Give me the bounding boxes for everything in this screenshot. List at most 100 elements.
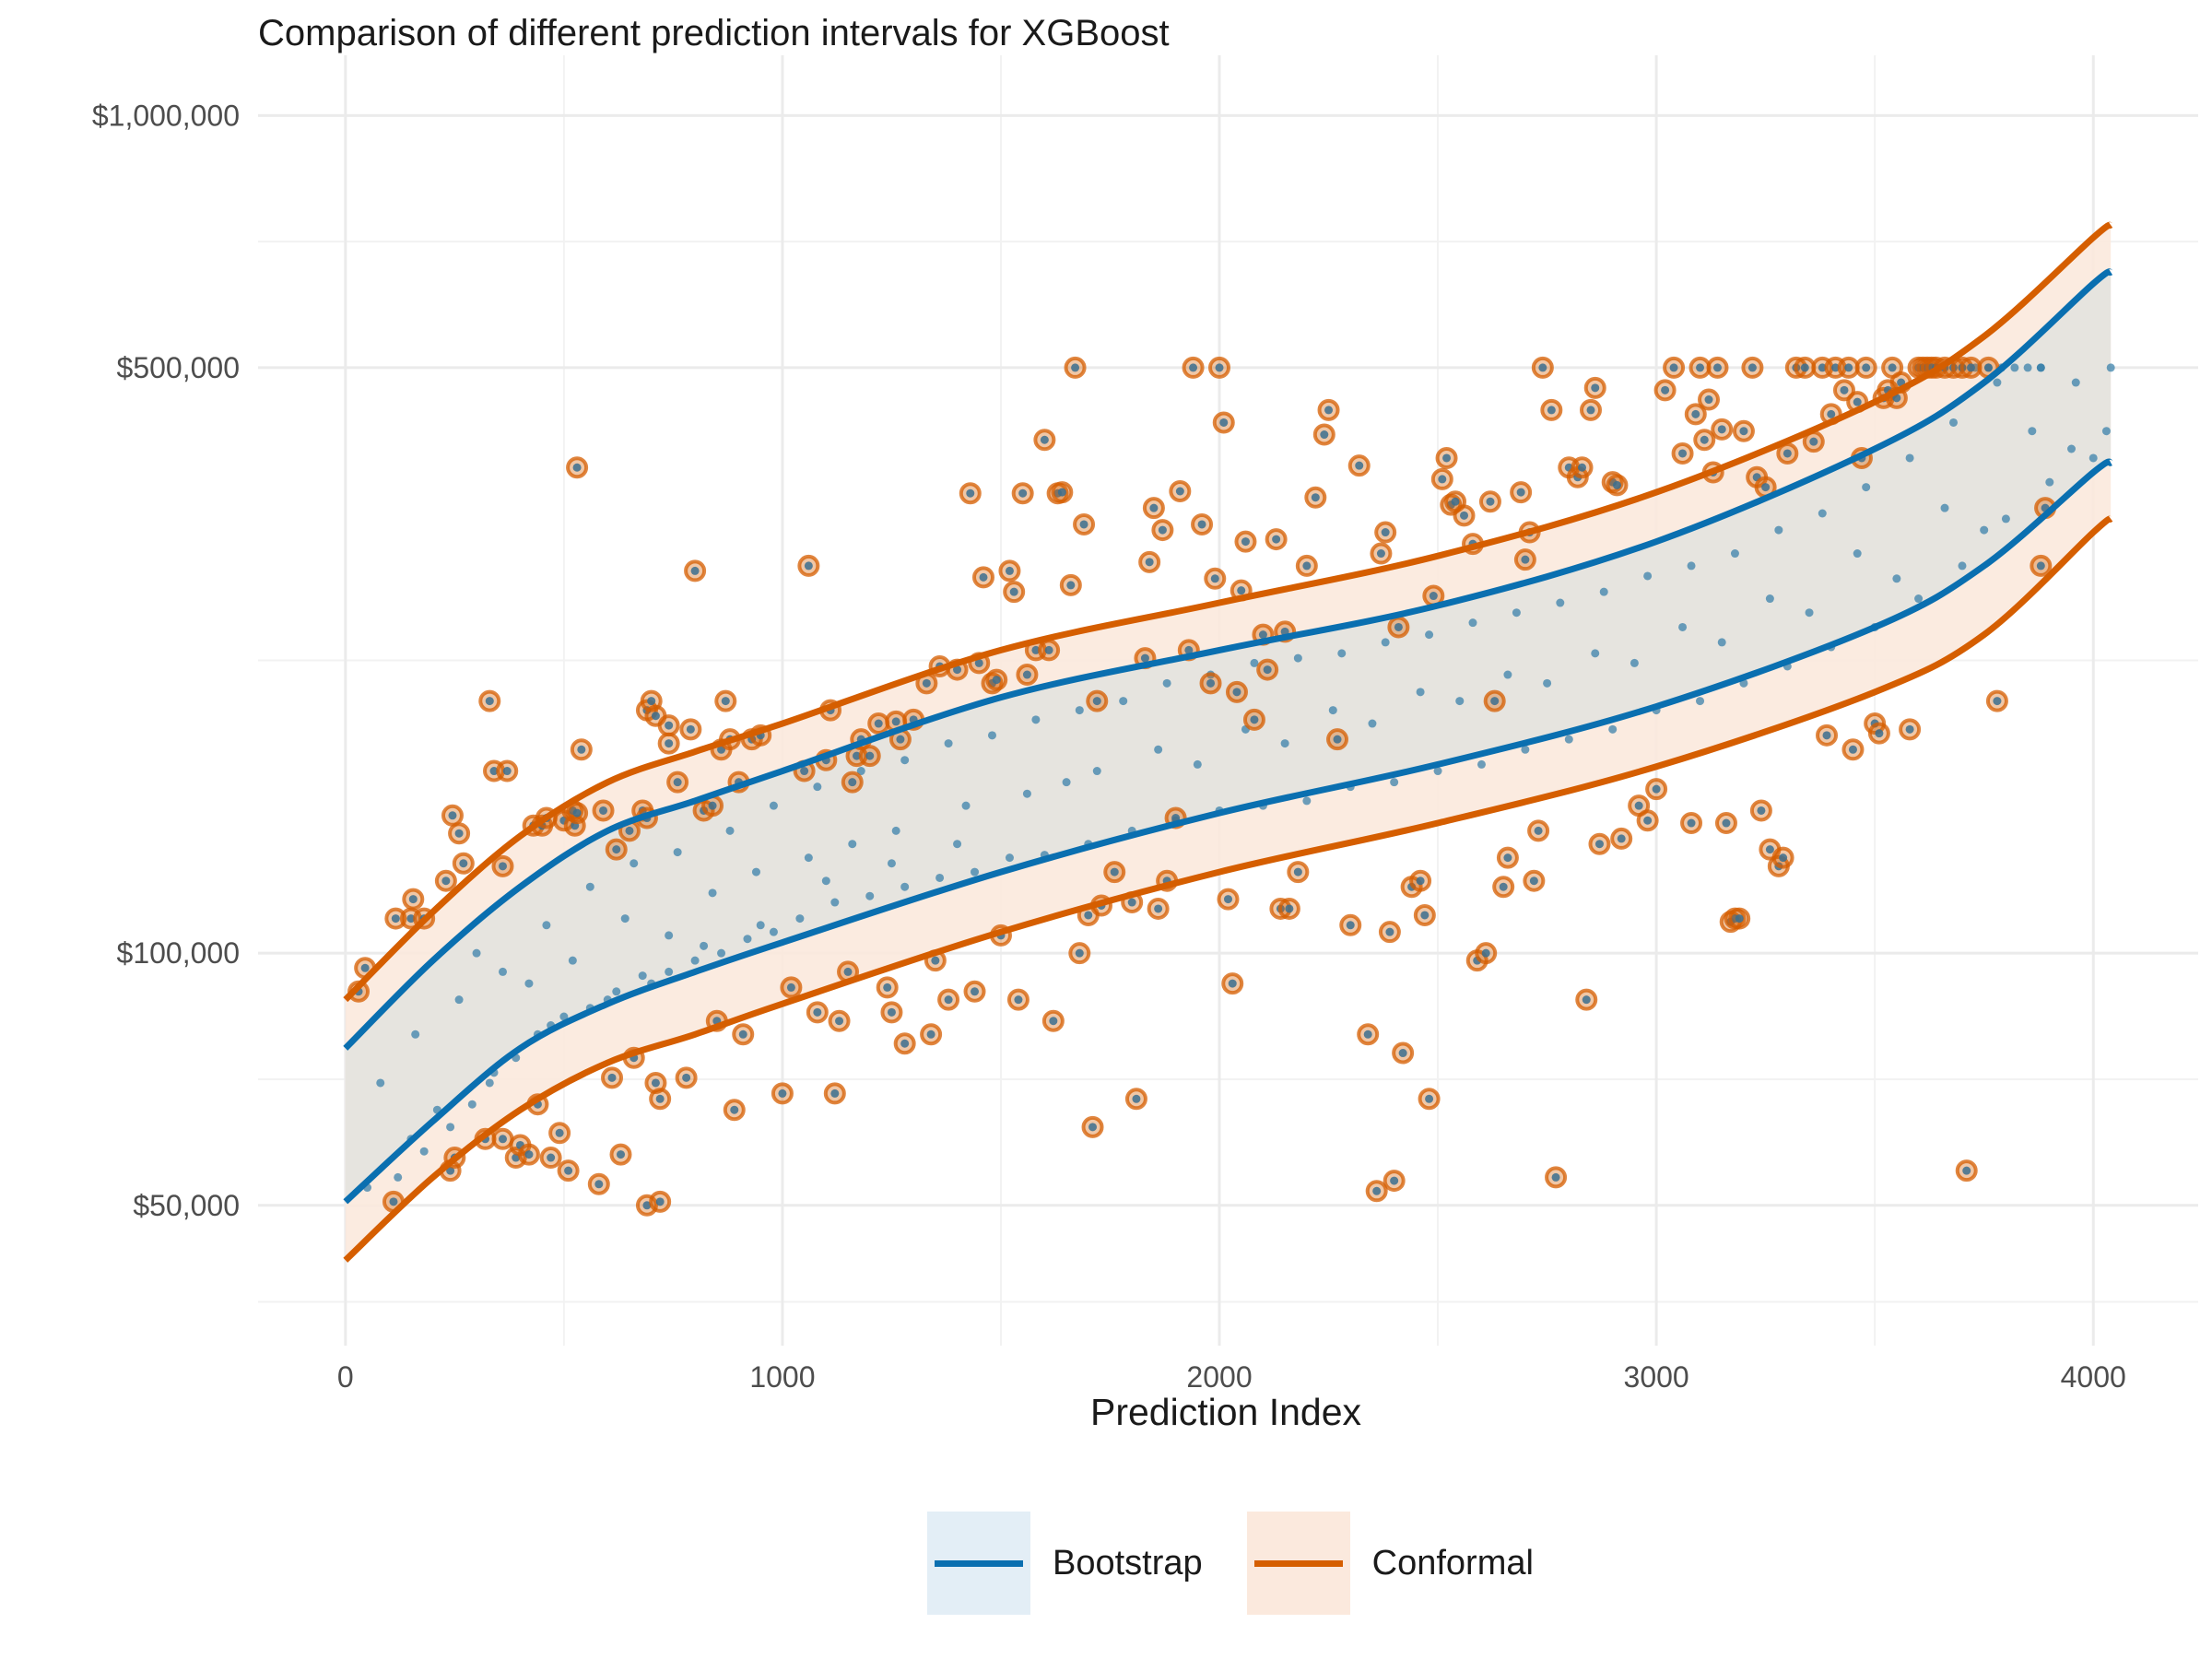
outlier-center-point <box>1591 383 1600 393</box>
outlier-center-point <box>1066 581 1076 590</box>
data-point <box>756 921 765 930</box>
data-point <box>1425 630 1434 640</box>
outlier-center-point <box>786 982 795 992</box>
outlier-center-point <box>1084 911 1093 920</box>
outlier-center-point <box>896 735 905 744</box>
outlier-center-point <box>391 914 400 924</box>
data-point <box>1512 608 1521 618</box>
outlier-center-point <box>1175 487 1184 496</box>
y-axis-ticks: $50,000 $100,000 $500,000 $1,000,000 <box>92 99 240 1221</box>
data-point <box>1696 697 1705 706</box>
legend-label-conformal: Conformal <box>1371 1543 1534 1583</box>
outlier-center-point <box>1127 898 1136 907</box>
data-point <box>821 877 830 886</box>
outlier-center-point <box>1363 1030 1372 1039</box>
data-point <box>2088 453 2098 463</box>
interval-lines <box>343 221 2113 1263</box>
x-tick-label: 4000 <box>2061 1360 2126 1394</box>
outlier-center-point <box>1018 488 1028 498</box>
data-point <box>769 927 778 936</box>
outlier-center-point <box>1049 1017 1058 1026</box>
data-point <box>830 898 840 907</box>
outlier-center-point <box>1442 453 1452 463</box>
outlier-center-point <box>1381 528 1390 537</box>
data-point <box>467 1100 477 1109</box>
outlier-center-point <box>498 862 507 871</box>
outlier-center-point <box>1272 535 1281 544</box>
outlier-center-point <box>1586 406 1595 415</box>
outlier-center-point <box>1171 814 1181 823</box>
outlier-center-point <box>992 676 1001 685</box>
outlier-center-point <box>931 956 940 965</box>
outlier-center-point <box>1800 363 1809 372</box>
outlier-center-point <box>1149 503 1159 512</box>
data-point <box>2023 363 2032 372</box>
data-point <box>1643 571 1653 581</box>
outlier-center-point <box>1486 497 1495 506</box>
outlier-center-point <box>1862 363 1871 372</box>
outlier-center-point <box>1022 670 1031 679</box>
outlier-center-point <box>853 751 862 760</box>
outlier-center-point <box>1844 363 1853 372</box>
data-point <box>1154 745 1163 754</box>
data-point <box>2036 363 2045 372</box>
outlier-center-point <box>1285 904 1294 913</box>
data-point <box>1892 574 1901 583</box>
data-point <box>1368 719 1377 728</box>
data-point <box>1390 778 1399 787</box>
outlier-center-point <box>922 678 931 688</box>
outlier-center-point <box>690 566 700 575</box>
outlier-center-point <box>1206 678 1216 688</box>
outlier-center-point <box>1612 480 1621 489</box>
data-point <box>865 891 875 900</box>
data-point <box>1805 608 1814 618</box>
data-point <box>1031 715 1041 724</box>
outlier-center-point <box>655 1197 665 1206</box>
outlier-center-point <box>594 1180 604 1189</box>
data-point <box>1678 622 1688 631</box>
outlier-center-point <box>1438 475 1447 484</box>
outlier-center-point <box>1551 1172 1560 1182</box>
legend-key-bootstrap <box>927 1512 1030 1615</box>
data-point <box>1022 789 1031 798</box>
chart-plot: $50,000 $100,000 $500,000 $1,000,000 0 1000 2… <box>92 55 2198 1433</box>
outlier-center-point <box>1376 549 1385 559</box>
legend-item-bootstrap: Bootstrap <box>927 1512 1225 1615</box>
outlier-center-point <box>564 1166 573 1175</box>
outlier-center-point <box>1722 818 1731 828</box>
outlier-center-point <box>448 811 457 820</box>
outlier-center-point <box>1888 363 1897 372</box>
outlier-center-point <box>1966 363 1975 372</box>
x-tick-label: 2000 <box>1186 1360 1252 1394</box>
data-point <box>446 1123 455 1132</box>
outlier-center-point <box>1184 645 1194 654</box>
outlier-center-point <box>2036 561 2045 571</box>
legend-key-conformal <box>1246 1512 1350 1615</box>
outlier-center-point <box>738 1030 747 1039</box>
outlier-center-point <box>1712 363 1722 372</box>
x-axis-ticks: 0 1000 2000 3000 4000 <box>337 1360 2126 1394</box>
data-point <box>1433 767 1442 776</box>
outlier-center-point <box>1643 816 1653 825</box>
data-point <box>394 1172 403 1182</box>
outlier-center-point <box>1311 493 1320 502</box>
outlier-center-point <box>1088 1123 1098 1132</box>
outlier-center-point <box>830 1088 840 1098</box>
data-point <box>524 979 534 988</box>
outlier-center-point <box>966 488 975 498</box>
outlier-center-point <box>1197 520 1206 529</box>
outlier-center-point <box>1009 587 1018 596</box>
outlier-center-point <box>1132 1094 1141 1103</box>
data-point <box>673 848 682 857</box>
data-point <box>690 956 700 965</box>
outlier-center-point <box>1747 363 1757 372</box>
outlier-center-point <box>865 751 875 760</box>
outlier-center-point <box>599 806 608 815</box>
outlier-center-point <box>1420 911 1430 920</box>
data-point <box>1914 594 1924 604</box>
data-point <box>856 767 865 776</box>
outlier-center-point <box>1075 948 1084 958</box>
y-tick-label: $1,000,000 <box>92 99 240 132</box>
outlier-center-point <box>1014 995 1023 1005</box>
data-point <box>1455 697 1465 706</box>
